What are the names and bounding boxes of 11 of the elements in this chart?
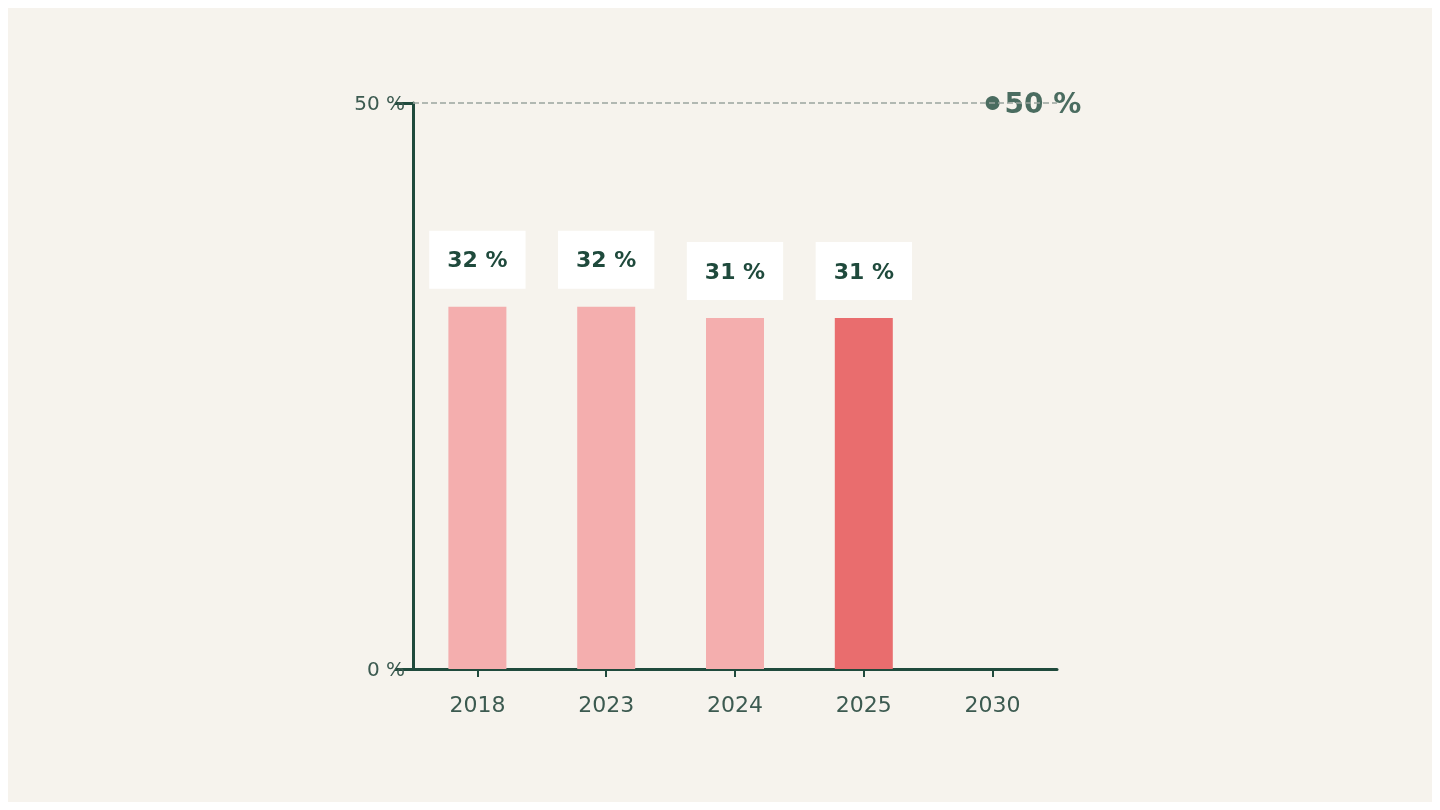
x-tick-label: 2024 [707, 691, 763, 717]
data-label: 50 % [1004, 86, 1082, 120]
data-label: 32 % [447, 247, 508, 273]
x-tick-label: 2023 [578, 691, 635, 717]
x-tick-label: 2025 [835, 691, 892, 717]
x-tick-label: 2018 [449, 691, 506, 717]
data-label: 31 % [704, 258, 766, 284]
y-tick-label: 0 % [366, 657, 405, 681]
data-label: 31 % [833, 258, 894, 284]
x-tick-label: 2030 [964, 691, 1021, 717]
data-label: 32 % [576, 247, 637, 273]
